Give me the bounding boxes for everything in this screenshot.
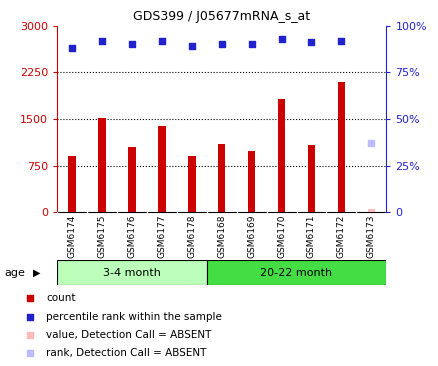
Point <box>367 140 374 146</box>
Title: GDS399 / J05677mRNA_s_at: GDS399 / J05677mRNA_s_at <box>133 10 310 23</box>
Bar <box>98 118 106 212</box>
Point <box>277 36 284 42</box>
Text: GSM6168: GSM6168 <box>217 214 226 258</box>
Point <box>98 38 105 44</box>
Point <box>128 41 135 47</box>
Bar <box>68 156 76 212</box>
Text: value, Detection Call = ABSENT: value, Detection Call = ABSENT <box>46 330 211 340</box>
Point <box>307 40 314 45</box>
Point <box>158 38 165 44</box>
Text: age: age <box>4 268 25 278</box>
Point <box>68 45 75 51</box>
Point <box>188 43 195 49</box>
Text: GSM6169: GSM6169 <box>247 214 255 258</box>
Text: GSM6170: GSM6170 <box>276 214 286 258</box>
Text: GSM6175: GSM6175 <box>97 214 106 258</box>
FancyBboxPatch shape <box>57 260 206 285</box>
Bar <box>128 147 135 212</box>
Bar <box>158 126 165 212</box>
Text: GSM6173: GSM6173 <box>366 214 375 258</box>
Point <box>247 41 254 47</box>
Bar <box>247 151 255 212</box>
Text: count: count <box>46 293 75 303</box>
Point <box>293 240 300 246</box>
Bar <box>307 145 314 212</box>
Bar <box>277 99 285 212</box>
Point <box>337 38 344 44</box>
Text: GSM6177: GSM6177 <box>157 214 166 258</box>
FancyBboxPatch shape <box>206 260 385 285</box>
Text: 20-22 month: 20-22 month <box>260 268 332 278</box>
Bar <box>217 144 225 212</box>
Text: rank, Detection Call = ABSENT: rank, Detection Call = ABSENT <box>46 348 206 358</box>
Text: GSM6171: GSM6171 <box>306 214 315 258</box>
Point <box>293 73 300 79</box>
Text: GSM6176: GSM6176 <box>127 214 136 258</box>
Text: GSM6174: GSM6174 <box>67 214 76 258</box>
Text: percentile rank within the sample: percentile rank within the sample <box>46 311 222 322</box>
Text: ▶: ▶ <box>33 268 40 278</box>
Bar <box>367 209 374 212</box>
Bar <box>337 82 344 212</box>
Text: GSM6178: GSM6178 <box>187 214 196 258</box>
Text: GSM6172: GSM6172 <box>336 214 345 258</box>
Bar <box>187 156 195 212</box>
Point <box>218 41 225 47</box>
Text: 3-4 month: 3-4 month <box>103 268 160 278</box>
